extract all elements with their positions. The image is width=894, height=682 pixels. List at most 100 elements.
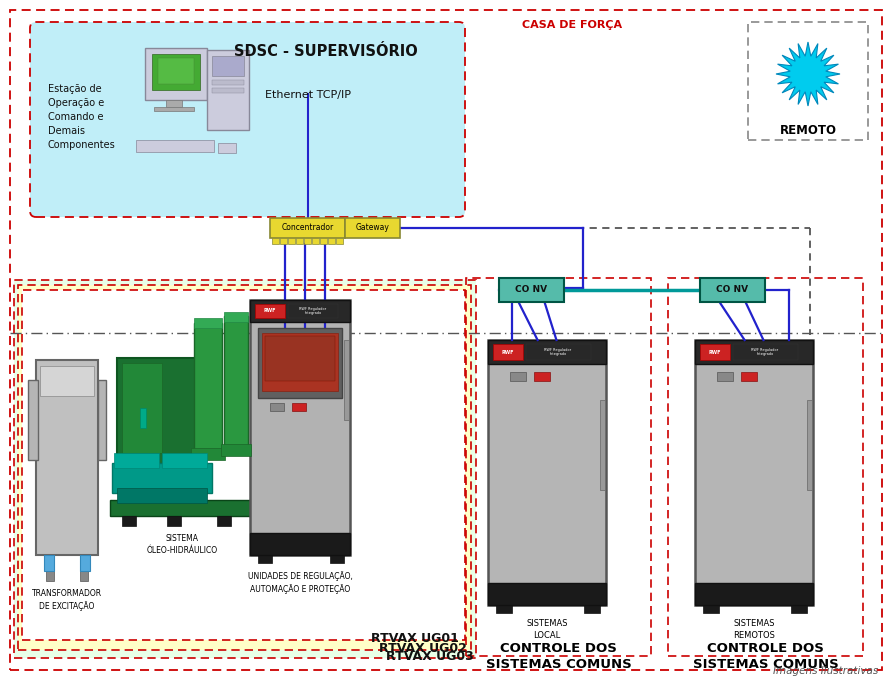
Bar: [703, 605, 719, 613]
Bar: [488, 340, 606, 364]
Bar: [292, 403, 306, 411]
Bar: [40, 366, 94, 396]
Text: Gateway: Gateway: [356, 224, 390, 233]
FancyBboxPatch shape: [30, 22, 465, 217]
Bar: [46, 571, 54, 581]
Bar: [700, 278, 765, 302]
Bar: [162, 453, 207, 468]
Text: CONTROLE DOS
SISTEMAS COMUNS: CONTROLE DOS SISTEMAS COMUNS: [693, 642, 839, 671]
Bar: [258, 555, 272, 563]
Bar: [807, 400, 812, 490]
Text: RTVAX UG02: RTVAX UG02: [379, 642, 467, 655]
Text: UNIDADES DE REGULAÇÃO,
AUTOMAÇÃO E PROTEÇÃO: UNIDADES DE REGULAÇÃO, AUTOMAÇÃO E PROTE…: [248, 571, 352, 594]
Bar: [791, 605, 807, 613]
Bar: [194, 318, 222, 328]
Bar: [695, 340, 813, 364]
Bar: [212, 80, 244, 85]
Bar: [488, 340, 606, 605]
Bar: [224, 312, 248, 322]
Bar: [345, 218, 400, 238]
Bar: [212, 56, 244, 76]
Bar: [600, 400, 605, 490]
Bar: [255, 304, 285, 318]
Text: Concentrador: Concentrador: [282, 224, 333, 233]
Bar: [28, 380, 38, 460]
Bar: [733, 344, 798, 360]
Bar: [695, 340, 813, 605]
Text: REMOTO: REMOTO: [780, 124, 837, 137]
Bar: [194, 323, 222, 453]
Bar: [112, 463, 212, 493]
Text: SISTEMA
ÓLEO-HIDRÁULICO: SISTEMA ÓLEO-HIDRÁULICO: [147, 534, 217, 554]
Bar: [98, 380, 106, 460]
Bar: [296, 238, 303, 244]
Bar: [80, 555, 90, 571]
Bar: [122, 516, 136, 526]
Bar: [18, 285, 471, 650]
Bar: [668, 278, 863, 656]
Bar: [288, 238, 295, 244]
Text: CO NV: CO NV: [716, 286, 748, 295]
Bar: [534, 372, 550, 381]
Bar: [14, 280, 476, 658]
Bar: [526, 344, 591, 360]
Bar: [114, 453, 159, 468]
Bar: [117, 488, 207, 503]
Bar: [328, 238, 335, 244]
Bar: [167, 516, 181, 526]
Bar: [122, 363, 162, 453]
Bar: [288, 304, 338, 318]
Bar: [748, 22, 868, 140]
Bar: [221, 444, 251, 456]
Text: CASA DE FORÇA: CASA DE FORÇA: [522, 20, 622, 30]
Bar: [270, 403, 284, 411]
Bar: [110, 500, 252, 516]
Bar: [140, 408, 146, 428]
Text: RWF: RWF: [264, 308, 276, 314]
Bar: [117, 358, 197, 468]
Bar: [250, 533, 350, 555]
Text: RWF Regulador
Integrado: RWF Regulador Integrado: [752, 348, 779, 356]
Bar: [218, 143, 236, 153]
Bar: [584, 605, 600, 613]
Text: RWF: RWF: [502, 349, 514, 355]
Bar: [717, 372, 733, 381]
Text: SDSC - SUPERVISÓRIO: SDSC - SUPERVISÓRIO: [234, 44, 417, 59]
Bar: [270, 218, 345, 238]
Text: RTVAX UG03: RTVAX UG03: [386, 650, 474, 663]
Text: Imagens Ilustrativas: Imagens Ilustrativas: [772, 666, 878, 676]
Bar: [22, 290, 465, 640]
Bar: [36, 360, 98, 555]
Bar: [320, 238, 327, 244]
Bar: [14, 280, 476, 658]
Text: Ethernet TCP/IP: Ethernet TCP/IP: [265, 90, 351, 100]
Bar: [499, 278, 564, 302]
Text: SISTEMAS
REMOTOS: SISTEMAS REMOTOS: [733, 619, 775, 640]
Bar: [695, 583, 813, 605]
Bar: [466, 278, 651, 656]
Bar: [191, 448, 225, 460]
Bar: [44, 555, 54, 571]
Bar: [493, 344, 523, 360]
Bar: [700, 344, 730, 360]
Bar: [304, 238, 311, 244]
Bar: [22, 290, 465, 640]
Bar: [18, 285, 471, 650]
Bar: [207, 50, 249, 130]
Bar: [152, 54, 200, 90]
Bar: [344, 340, 349, 420]
Bar: [217, 516, 231, 526]
Bar: [330, 555, 344, 563]
Text: TRANSFORMADOR
DE EXCITAÇÃO: TRANSFORMADOR DE EXCITAÇÃO: [32, 589, 102, 611]
Bar: [250, 300, 350, 555]
Bar: [336, 238, 343, 244]
Text: RWF: RWF: [709, 349, 721, 355]
Bar: [224, 316, 248, 446]
Bar: [250, 300, 350, 322]
Bar: [136, 140, 214, 152]
Text: CONTROLE DOS
SISTEMAS COMUNS: CONTROLE DOS SISTEMAS COMUNS: [485, 642, 631, 671]
Bar: [258, 328, 342, 398]
Text: RTVAX UG01: RTVAX UG01: [371, 632, 459, 645]
Bar: [496, 605, 512, 613]
Bar: [312, 238, 319, 244]
